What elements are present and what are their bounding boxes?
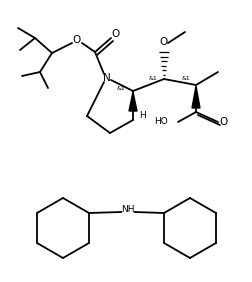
Text: &1: &1 — [181, 76, 190, 80]
Text: NH: NH — [120, 206, 134, 215]
Text: N: N — [103, 73, 110, 83]
Text: H: H — [138, 111, 145, 120]
Polygon shape — [129, 92, 137, 111]
Text: O: O — [111, 29, 120, 39]
Text: O: O — [159, 37, 168, 47]
Text: &1: &1 — [116, 85, 125, 91]
Text: O: O — [73, 35, 81, 45]
Text: O: O — [219, 117, 227, 127]
Text: HO: HO — [154, 118, 167, 127]
Text: &1: &1 — [148, 76, 157, 80]
Polygon shape — [191, 86, 199, 108]
